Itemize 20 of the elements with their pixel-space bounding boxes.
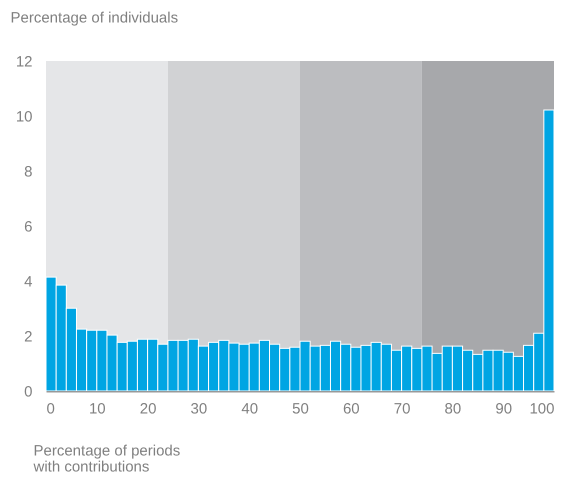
x-tick-label: 50 <box>292 400 309 418</box>
y-tick-label: 2 <box>24 328 32 346</box>
x-tick-label: 30 <box>190 400 208 418</box>
x-tick-label: 40 <box>241 400 258 418</box>
x-tick-label: 20 <box>140 400 156 418</box>
y-tick-label: 6 <box>24 218 32 236</box>
y-tick-label: 0 <box>24 384 32 400</box>
x-tick-label: 0 <box>46 400 55 418</box>
y-axis-title: Percentage of individuals <box>10 10 178 26</box>
y-tick-label: 12 <box>16 54 32 70</box>
x-tick-label: 100 <box>529 400 554 418</box>
y-tick-label: 8 <box>24 164 32 180</box>
x-tick-label: 90 <box>495 400 512 418</box>
x-tick-label: 70 <box>394 400 410 418</box>
y-tick-label: 10 <box>16 108 32 126</box>
y-tick-label: 4 <box>24 274 32 290</box>
x-axis-title: Percentage of periods with contributions <box>32 442 180 476</box>
x-tick-label: 80 <box>444 400 462 418</box>
x-tick-label: 10 <box>88 400 106 418</box>
x-tick-label: 60 <box>342 400 360 418</box>
